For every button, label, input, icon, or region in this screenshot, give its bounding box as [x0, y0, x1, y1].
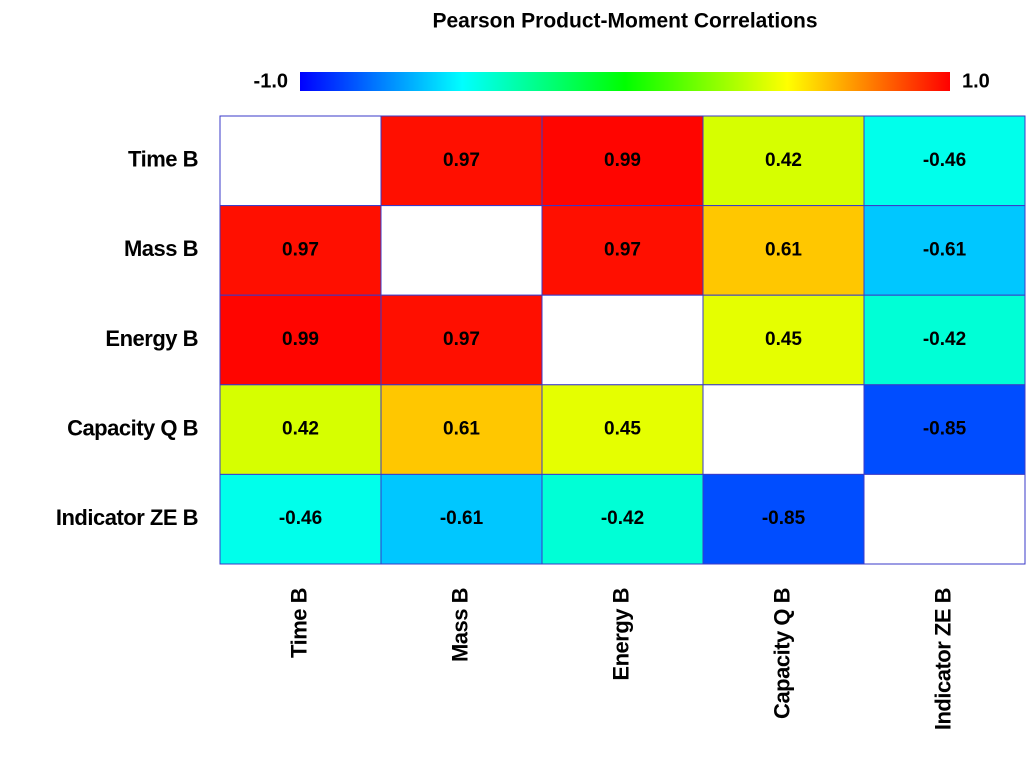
- cell-label: -0.46: [923, 150, 966, 171]
- cell-label: 0.99: [282, 329, 319, 350]
- cell: [702, 115, 865, 207]
- empty-cell: [863, 473, 1026, 565]
- cell: [863, 384, 1026, 475]
- cell-label: -0.46: [279, 508, 322, 529]
- cell: [541, 473, 704, 565]
- cell-label: 0.45: [765, 329, 802, 350]
- y-tick-label: Mass B: [124, 236, 198, 261]
- cell-label: -0.42: [923, 329, 966, 350]
- empty-cell: [380, 205, 543, 296]
- empty-cell: [702, 384, 865, 475]
- cell-label: 0.45: [604, 419, 641, 440]
- y-tick-label: Indicator ZE B: [56, 505, 198, 530]
- x-tick-label: Capacity Q B: [769, 588, 794, 719]
- y-tick-label: Capacity Q B: [67, 415, 198, 440]
- colorbar: [300, 72, 950, 91]
- x-tick-label: Mass B: [447, 588, 472, 662]
- cell: [380, 384, 543, 475]
- chart-title: Pearson Product-Moment Correlations: [432, 10, 817, 33]
- cell-label: -0.61: [440, 508, 484, 529]
- cell: [863, 294, 1026, 386]
- cell-label: 0.61: [443, 419, 480, 440]
- cell-label: 0.61: [765, 239, 802, 260]
- empty-cell: [541, 294, 704, 386]
- cell: [863, 115, 1026, 207]
- colorbar-tick-label: -1.0: [254, 70, 288, 92]
- cell-label: 0.42: [765, 150, 802, 171]
- cell: [863, 205, 1026, 296]
- x-tick-label: Energy B: [608, 588, 633, 681]
- cell-label: -0.42: [601, 508, 644, 529]
- cell: [219, 473, 382, 565]
- y-tick-label: Energy B: [105, 326, 198, 351]
- cell: [541, 115, 704, 207]
- y-tick-label: Time B: [128, 147, 198, 172]
- cell: [541, 205, 704, 296]
- cell-label: 0.97: [443, 150, 480, 171]
- cell: [380, 294, 543, 386]
- cell: [541, 384, 704, 475]
- cell: [219, 384, 382, 475]
- x-tick-label: Indicator ZE B: [930, 588, 955, 730]
- cell-label: 0.99: [604, 150, 641, 171]
- cell-label: -0.85: [762, 508, 806, 529]
- colorbar-tick-label: 1.0: [962, 70, 990, 92]
- cell-label: 0.97: [282, 239, 319, 260]
- cell-label: 0.97: [443, 329, 480, 350]
- x-tick-label: Time B: [286, 588, 311, 658]
- cell: [219, 205, 382, 296]
- cell-label: -0.61: [923, 239, 967, 260]
- cell: [702, 473, 865, 565]
- cell-label: -0.85: [923, 419, 967, 440]
- cell: [380, 473, 543, 565]
- cell: [380, 115, 543, 207]
- cell-label: 0.42: [282, 419, 319, 440]
- empty-cell: [219, 115, 382, 207]
- cell-label: 0.97: [604, 239, 641, 260]
